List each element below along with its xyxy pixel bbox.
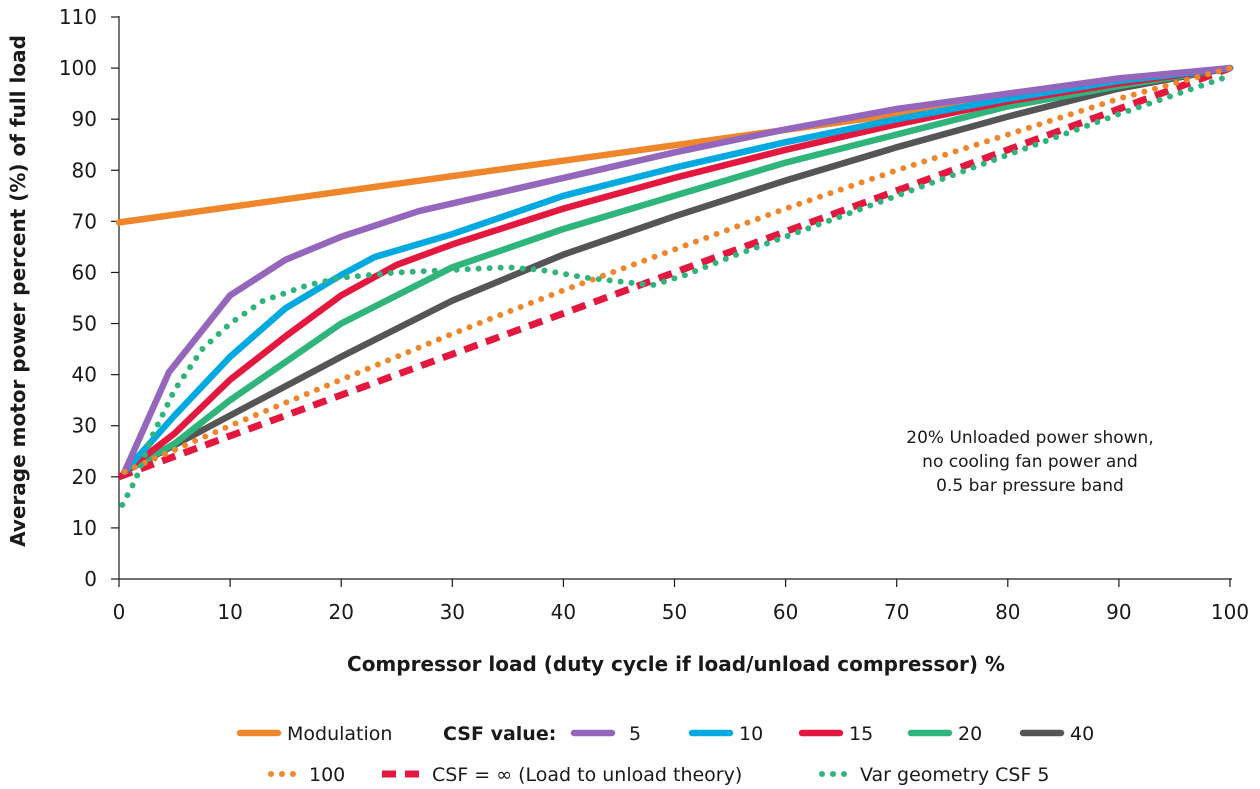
y-tick-label: 0 (84, 567, 97, 591)
y-tick-label: 100 (59, 56, 97, 80)
x-tick-label: 0 (113, 600, 126, 624)
legend: Modulation CSF value: 5 10 15 20 40 100 (236, 723, 1094, 786)
x-ticks: 0 10 20 30 40 50 60 70 80 90 100 (113, 579, 1249, 624)
legend-item-10: 10 (688, 723, 763, 745)
y-tick-label: 60 (72, 260, 97, 284)
y-tick-label: 40 (72, 363, 97, 387)
legend-group-label: CSF value: (443, 723, 556, 745)
y-tick-label: 10 (72, 516, 97, 540)
y-tick-label: 20 (72, 465, 97, 489)
legend-item-csf-infinity: CSF = ∞ (Load to unload theory) (382, 764, 742, 786)
legend-label: 40 (1070, 723, 1094, 745)
x-axis-title: Compressor load (duty cycle if load/unlo… (347, 652, 1005, 676)
y-tick-label: 80 (72, 158, 97, 182)
annotation-line-2: no cooling fan power and (922, 452, 1138, 472)
legend-label: 10 (739, 723, 763, 745)
y-tick-label: 90 (72, 107, 97, 131)
x-tick-label: 70 (884, 600, 909, 624)
series-layer (115, 64, 1234, 508)
series-line-20 (121, 64, 1234, 475)
y-tick-label: 50 (72, 312, 97, 336)
axes (118, 16, 1232, 580)
y-axis-title: Average motor power percent (%) of full … (6, 35, 30, 547)
y-tick-label: 30 (72, 414, 97, 438)
y-tick-label: 70 (72, 209, 97, 233)
x-tick-label: 20 (328, 600, 353, 624)
series-line-5 (121, 64, 1234, 475)
legend-item-20: 20 (907, 723, 982, 745)
series-line-40 (121, 64, 1234, 475)
x-tick-label: 30 (440, 600, 465, 624)
series-line-100 (121, 65, 1233, 475)
annotation-line-3: 0.5 bar pressure band (936, 476, 1124, 496)
y-ticks: 0 10 20 30 40 50 60 70 80 90 100 110 (59, 5, 119, 591)
legend-item-var-geometry: Var geometry CSF 5 (819, 764, 1050, 786)
legend-label: Var geometry CSF 5 (860, 764, 1050, 786)
x-tick-label: 90 (1106, 600, 1131, 624)
series-line-csf-load-to-unload-theory (117, 64, 1232, 481)
legend-item-40: 40 (1019, 723, 1094, 745)
series-line-10 (121, 64, 1234, 475)
legend-label: CSF = ∞ (Load to unload theory) (432, 764, 742, 786)
series-line-15 (121, 64, 1234, 475)
x-tick-label: 50 (662, 600, 687, 624)
y-tick-label: 110 (59, 5, 97, 29)
legend-item-5: 5 (570, 723, 641, 745)
legend-label: 5 (629, 723, 641, 745)
legend-item-15: 15 (798, 723, 873, 745)
x-tick-label: 100 (1211, 600, 1249, 624)
annotation: 20% Unloaded power shown, no cooling fan… (906, 428, 1153, 496)
legend-label: 100 (309, 764, 345, 786)
legend-label: 15 (849, 723, 873, 745)
legend-label: 20 (958, 723, 982, 745)
legend-item-100: 100 (268, 764, 345, 786)
x-tick-label: 10 (217, 600, 242, 624)
legend-label: Modulation (287, 723, 392, 745)
x-tick-label: 40 (551, 600, 576, 624)
x-tick-label: 80 (995, 600, 1020, 624)
legend-item-modulation: Modulation (236, 723, 392, 745)
x-tick-label: 60 (773, 600, 798, 624)
annotation-line-1: 20% Unloaded power shown, (906, 428, 1153, 448)
